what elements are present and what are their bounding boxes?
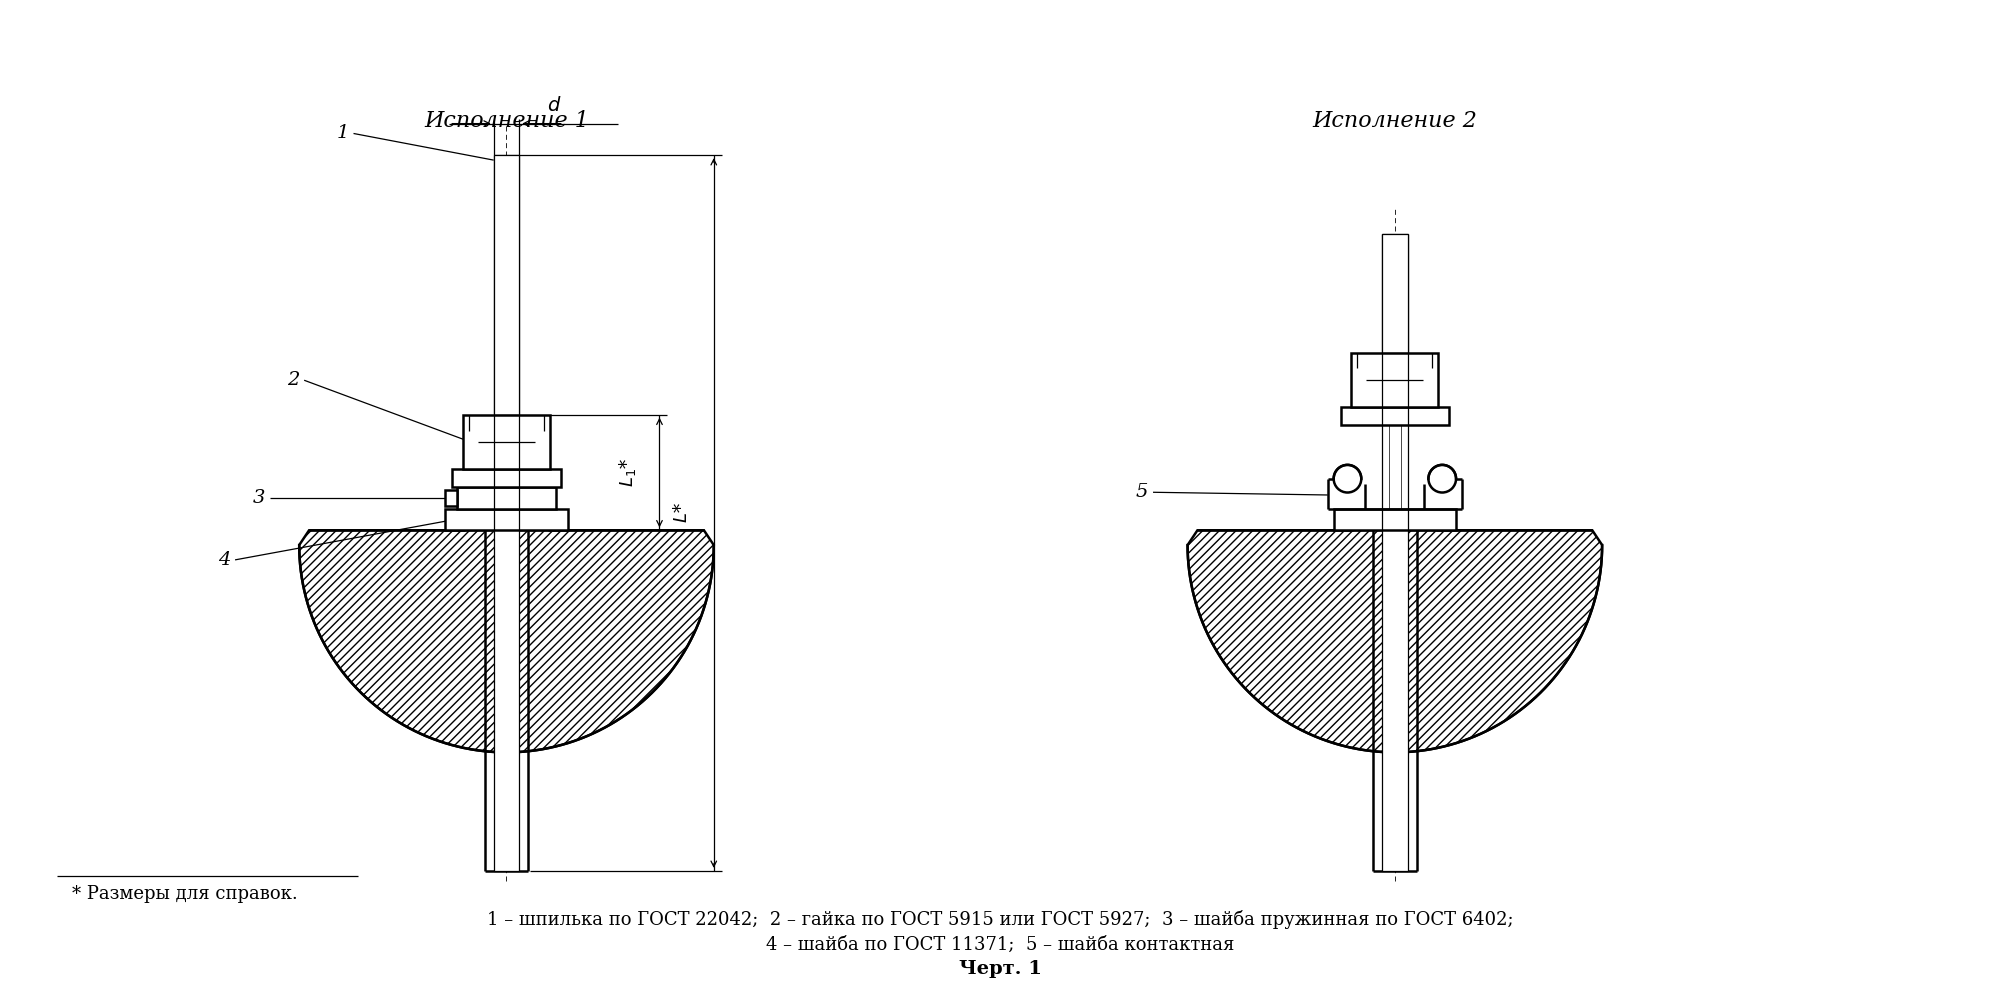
Circle shape xyxy=(1333,465,1361,492)
Text: 1: 1 xyxy=(337,125,349,143)
Bar xyxy=(1333,508,1456,530)
Bar xyxy=(493,155,519,871)
Text: 1 – шпилька по ГОСТ 22042;  2 – гайка по ГОСТ 5915 или ГОСТ 5927;  3 – шайба пру: 1 – шпилька по ГОСТ 22042; 2 – гайка по … xyxy=(487,909,1514,929)
Bar xyxy=(1381,234,1408,871)
Text: $L$*: $L$* xyxy=(674,502,692,523)
Text: 5: 5 xyxy=(1135,484,1149,501)
Circle shape xyxy=(1428,465,1456,492)
Text: * Размеры для справок.: * Размеры для справок. xyxy=(72,885,299,902)
Bar xyxy=(493,155,519,415)
Bar xyxy=(1341,407,1450,425)
Text: Черт. 1: Черт. 1 xyxy=(958,959,1041,977)
Bar xyxy=(457,487,555,508)
Text: 4: 4 xyxy=(219,550,231,569)
Bar xyxy=(1351,353,1438,407)
Text: $L_1$*: $L_1$* xyxy=(618,458,638,488)
Text: Исполнение 2: Исполнение 2 xyxy=(1313,110,1478,132)
Bar xyxy=(463,415,549,469)
Bar xyxy=(1381,234,1408,353)
Text: 2: 2 xyxy=(287,372,299,389)
Polygon shape xyxy=(1187,530,1602,752)
Text: 3: 3 xyxy=(253,489,265,506)
Text: Исполнение 1: Исполнение 1 xyxy=(425,110,589,132)
Text: 4 – шайба по ГОСТ 11371;  5 – шайба контактная: 4 – шайба по ГОСТ 11371; 5 – шайба конта… xyxy=(766,936,1235,954)
Bar xyxy=(445,508,567,530)
Text: $d$: $d$ xyxy=(547,96,561,115)
Bar xyxy=(445,490,457,506)
Bar xyxy=(453,469,561,487)
Polygon shape xyxy=(299,530,714,752)
